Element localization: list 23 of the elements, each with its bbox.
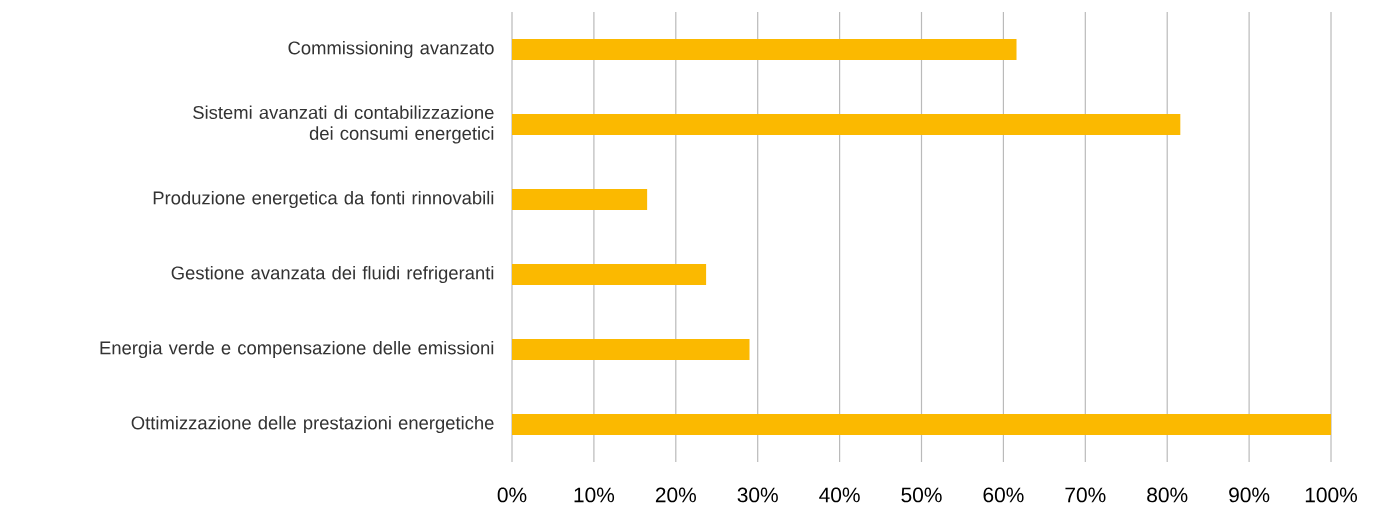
x-tick-label: 0%	[497, 487, 527, 503]
x-tick-label: 10%	[574, 487, 615, 503]
y-tick-label: Energia verde e compensazione delle emissioni	[100, 340, 494, 359]
y-tick-label: Ottimizzazione delle prestazioni energetiche	[131, 415, 494, 434]
bar	[512, 114, 1181, 135]
y-tick-label: Gestione avanzata dei fluidi refrigeranti	[171, 265, 494, 284]
x-tick-label: 50%	[901, 487, 942, 503]
x-tick-label: 20%	[655, 487, 696, 503]
y-tick-label: Produzione energetica da fonti rinnovabili	[153, 190, 494, 209]
bar	[512, 189, 648, 210]
bar	[512, 264, 707, 285]
y-tick-label: Sistemi avanzati di contabilizzazione dei consumi energetici	[193, 105, 494, 144]
x-tick-label: 60%	[983, 487, 1024, 503]
bar	[512, 39, 1017, 60]
y-tick-label: Commissioning avanzato	[288, 40, 494, 59]
bar	[512, 414, 1332, 435]
x-tick-label: 30%	[737, 487, 778, 503]
x-tick-label: 70%	[1065, 487, 1106, 503]
x-tick-label: 100%	[1305, 487, 1358, 503]
x-tick-label: 80%	[1147, 487, 1188, 503]
x-tick-label: 40%	[819, 487, 860, 503]
bar	[512, 339, 750, 360]
x-tick-label: 90%	[1229, 487, 1270, 503]
